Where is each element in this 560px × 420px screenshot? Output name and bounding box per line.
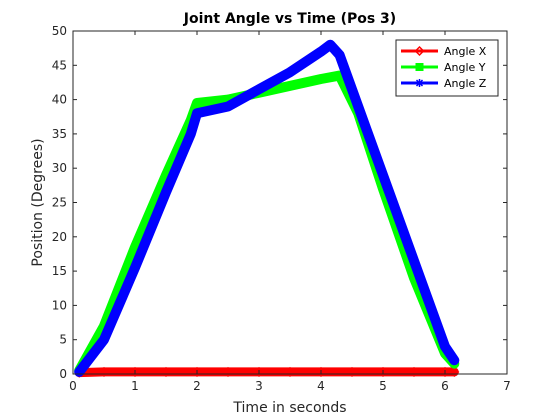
legend: Angle X Angle Y Angle Z: [395, 39, 499, 97]
data-point: [162, 188, 170, 197]
y-tick-label: 40: [52, 93, 67, 107]
data-point: [346, 366, 358, 378]
x-tick-label: 5: [379, 379, 387, 393]
legend-label-angle-x: Angle X: [444, 45, 487, 58]
x-tick-label: 7: [503, 379, 511, 393]
data-point: [315, 366, 327, 378]
data-point: [129, 366, 141, 378]
x-axis-title: Time in seconds: [232, 400, 346, 416]
x-tick-label: 6: [441, 379, 449, 393]
x-tick-label: 2: [193, 379, 201, 393]
data-point: [193, 99, 201, 107]
y-tick-label: 25: [52, 196, 67, 210]
y-tick-label: 15: [52, 264, 67, 278]
data-point: [286, 82, 294, 90]
y-axis-title: Position (Degrees): [30, 138, 46, 266]
data-point: [317, 47, 325, 56]
data-point: [193, 109, 201, 118]
data-point: [450, 356, 459, 365]
series-line-angle-x: [74, 367, 459, 378]
data-point: [100, 335, 108, 344]
data-point: [335, 51, 344, 60]
chart-title: Joint Angle vs Time (Pos 3): [183, 11, 396, 27]
data-point: [449, 366, 460, 378]
legend-marker-angle-y: [415, 63, 424, 71]
data-point: [286, 68, 294, 77]
y-tick-label: 30: [52, 161, 67, 175]
data-point: [354, 102, 363, 111]
data-point: [160, 366, 172, 378]
x-tick-label: 3: [255, 379, 263, 393]
y-tick-label: 0: [59, 367, 67, 381]
data-point: [441, 342, 449, 351]
data-point: [255, 85, 263, 94]
x-tick-label: 0: [69, 379, 77, 393]
series-line-angle-y: [74, 70, 460, 376]
x-tick-label: 4: [317, 379, 325, 393]
y-tick-label: 10: [52, 298, 67, 312]
y-tick-label: 5: [59, 333, 67, 347]
data-point: [408, 366, 420, 378]
data-point: [326, 40, 335, 49]
legend-label-angle-y: Angle Y: [444, 61, 486, 74]
y-tick-label: 50: [52, 24, 67, 38]
data-point: [377, 366, 389, 378]
data-point: [379, 171, 387, 180]
data-point: [131, 243, 139, 251]
data-point: [131, 263, 139, 272]
y-tick-label: 20: [52, 230, 67, 244]
data-point: [253, 366, 265, 378]
data-point: [98, 366, 110, 378]
y-tick-label: 35: [52, 127, 67, 141]
data-point: [186, 129, 195, 138]
legend-marker-angle-x: [414, 45, 425, 57]
y-tick-label: 45: [52, 58, 67, 72]
data-point: [439, 366, 451, 378]
legend-marker-angle-z: [415, 79, 424, 87]
data-point: [410, 256, 418, 265]
data-point: [222, 366, 234, 378]
data-point: [317, 75, 325, 83]
data-point: [224, 102, 232, 111]
data-point: [284, 366, 296, 378]
x-tick-label: 1: [131, 379, 139, 393]
data-point: [191, 366, 203, 378]
series-layer: [74, 39, 460, 378]
data-point: [75, 367, 84, 376]
legend-label-angle-z: Angle Z: [444, 77, 487, 90]
